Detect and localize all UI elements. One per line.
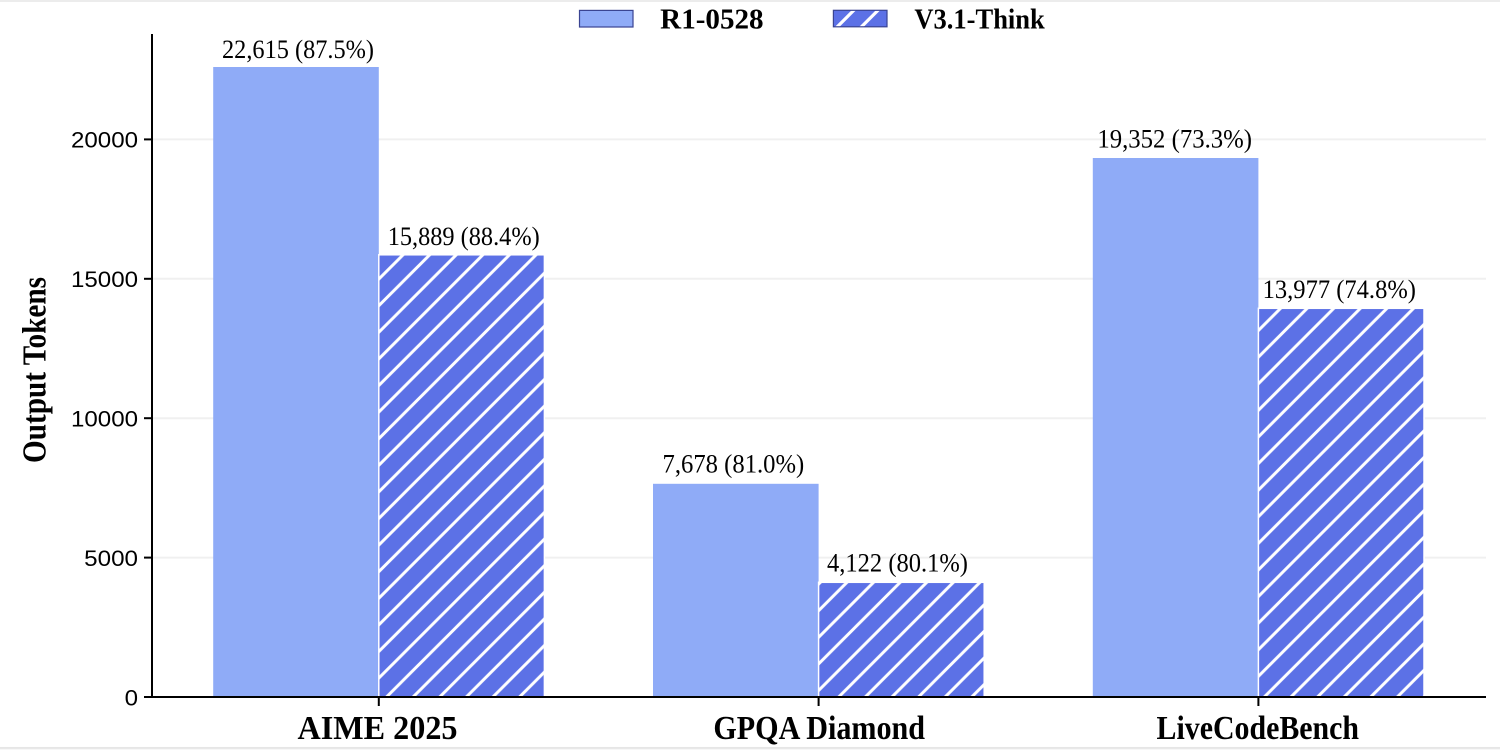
svg-text:V3.1-Think: V3.1-Think [914, 5, 1045, 36]
svg-text:Output Tokens: Output Tokens [17, 277, 54, 463]
svg-text:15000: 15000 [71, 267, 138, 292]
svg-text:20000: 20000 [71, 128, 138, 153]
svg-text:0: 0 [125, 685, 138, 710]
svg-text:10000: 10000 [71, 407, 138, 432]
svg-text:GPQA Diamond: GPQA Diamond [713, 710, 925, 747]
svg-text:LiveCodeBench: LiveCodeBench [1157, 710, 1360, 747]
svg-text:22,615 (87.5%): 22,615 (87.5%) [222, 35, 374, 64]
svg-text:7,678 (81.0%): 7,678 (81.0%) [663, 450, 805, 479]
svg-text:5000: 5000 [84, 546, 138, 571]
svg-text:R1-0528: R1-0528 [660, 5, 763, 36]
svg-text:19,352 (73.3%): 19,352 (73.3%) [1097, 124, 1252, 153]
svg-text:13,977 (74.8%): 13,977 (74.8%) [1263, 275, 1416, 304]
svg-text:4,122 (80.1%): 4,122 (80.1%) [827, 548, 968, 577]
svg-text:AIME 2025: AIME 2025 [298, 710, 458, 747]
svg-text:15,889 (88.4%): 15,889 (88.4%) [388, 222, 540, 251]
